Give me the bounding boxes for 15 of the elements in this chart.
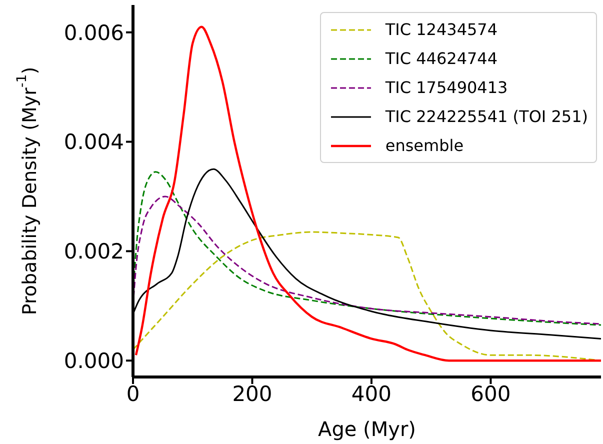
legend-label: TIC 224225541 (TOI 251) bbox=[385, 107, 588, 126]
legend-label: TIC 44624744 bbox=[385, 49, 498, 68]
line-series bbox=[133, 196, 601, 325]
x-tick-label: 600 bbox=[470, 382, 511, 406]
x-tick-label: 200 bbox=[232, 382, 272, 406]
y-tick-label: 0.002 bbox=[64, 240, 124, 264]
legend-label: ensemble bbox=[385, 136, 464, 155]
x-tick-label: 400 bbox=[351, 382, 392, 406]
legend-label: TIC 175490413 bbox=[385, 78, 508, 97]
y-tick-label: 0.006 bbox=[64, 20, 124, 45]
x-tick-label: 0 bbox=[126, 382, 140, 406]
y-tick-label: 0.000 bbox=[64, 349, 124, 374]
x-axis-title: Age (Myr) bbox=[318, 417, 416, 441]
y-tick-label: 0.004 bbox=[64, 130, 124, 154]
legend-label: TIC 12434574 bbox=[385, 20, 498, 39]
